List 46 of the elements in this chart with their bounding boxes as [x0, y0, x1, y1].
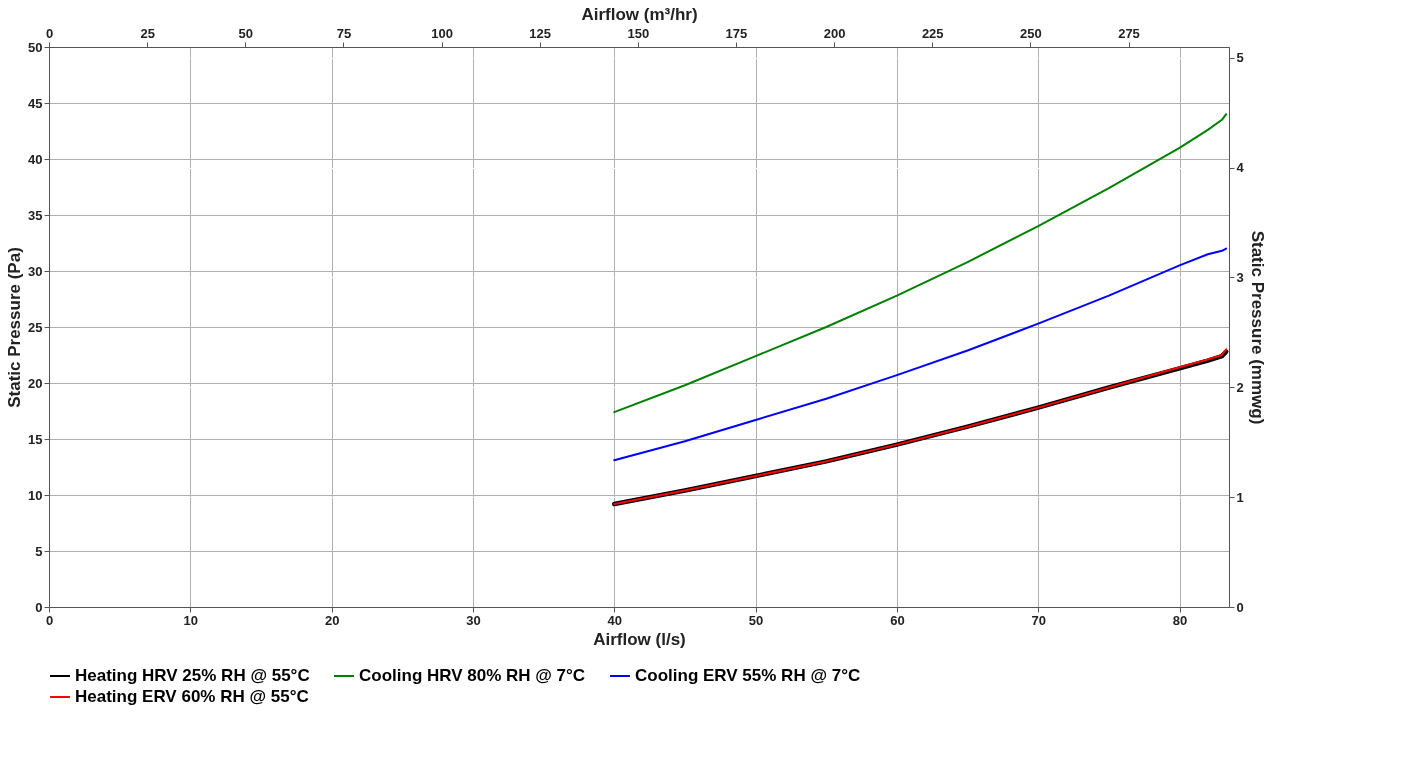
x2-tick-label: 225 [921, 25, 944, 41]
x2-tick-label: 75 [336, 25, 352, 41]
y-tick-label: 20 [28, 375, 43, 391]
y2-tick-label: 2 [1236, 379, 1244, 395]
x-tick-label: 70 [1031, 612, 1046, 628]
legend-label: Heating ERV 60% RH @ 55°C [75, 687, 309, 706]
y-tick-label: 45 [28, 95, 43, 111]
x2-tick-label: 150 [627, 25, 650, 41]
x2-tick-label: 50 [238, 25, 254, 41]
legend-label: Heating HRV 25% RH @ 55°C [75, 666, 310, 685]
x2-tick-label: 175 [725, 25, 748, 41]
y-tick-label: 10 [28, 487, 43, 503]
y-tick-label: 25 [28, 319, 43, 335]
x2-tick-label: 125 [529, 25, 552, 41]
legend-label: Cooling ERV 55% RH @ 7°C [635, 666, 861, 685]
x2-tick-label: 250 [1020, 25, 1042, 41]
y2-tick-label: 1 [1236, 489, 1244, 505]
y2-tick-label: 4 [1236, 160, 1245, 176]
legend-label: Cooling HRV 80% RH @ 7°C [359, 666, 586, 685]
y-axis-title: Static Pressure (Pa) [5, 247, 25, 408]
y-tick-label: 35 [28, 207, 43, 223]
x2-axis-title: Airflow (m³/hr) [581, 4, 698, 24]
x-axis-title: Airflow (l/s) [593, 629, 686, 649]
x-tick-label: 0 [45, 612, 54, 628]
x-tick-label: 20 [324, 612, 340, 628]
x-tick-label: 30 [466, 612, 481, 628]
x2-tick-label: 25 [140, 25, 155, 41]
x2-tick-label: 100 [431, 25, 453, 41]
y-tick-label: 15 [28, 431, 43, 447]
y-tick-label: 40 [28, 151, 43, 167]
y-tick-label: 5 [35, 543, 43, 559]
y2-tick-label: 5 [1236, 50, 1244, 66]
y-tick-label: 0 [35, 599, 43, 615]
x-tick-label: 80 [1172, 612, 1188, 628]
x-tick-label: 60 [890, 612, 905, 628]
x-tick-label: 40 [607, 612, 622, 628]
y2-axis-title: Static Pressure (mmwg) [1247, 230, 1267, 425]
x2-tick-label: 275 [1118, 25, 1140, 41]
x-tick-label: 50 [748, 612, 764, 628]
x2-tick-label: 0 [45, 25, 54, 41]
y-tick-label: 30 [28, 263, 43, 279]
x-tick-label: 10 [183, 612, 199, 628]
x2-tick-label: 200 [823, 25, 846, 41]
y2-tick-label: 0 [1236, 599, 1244, 615]
y2-tick-label: 3 [1236, 269, 1244, 285]
y-tick-label: 50 [28, 39, 43, 55]
